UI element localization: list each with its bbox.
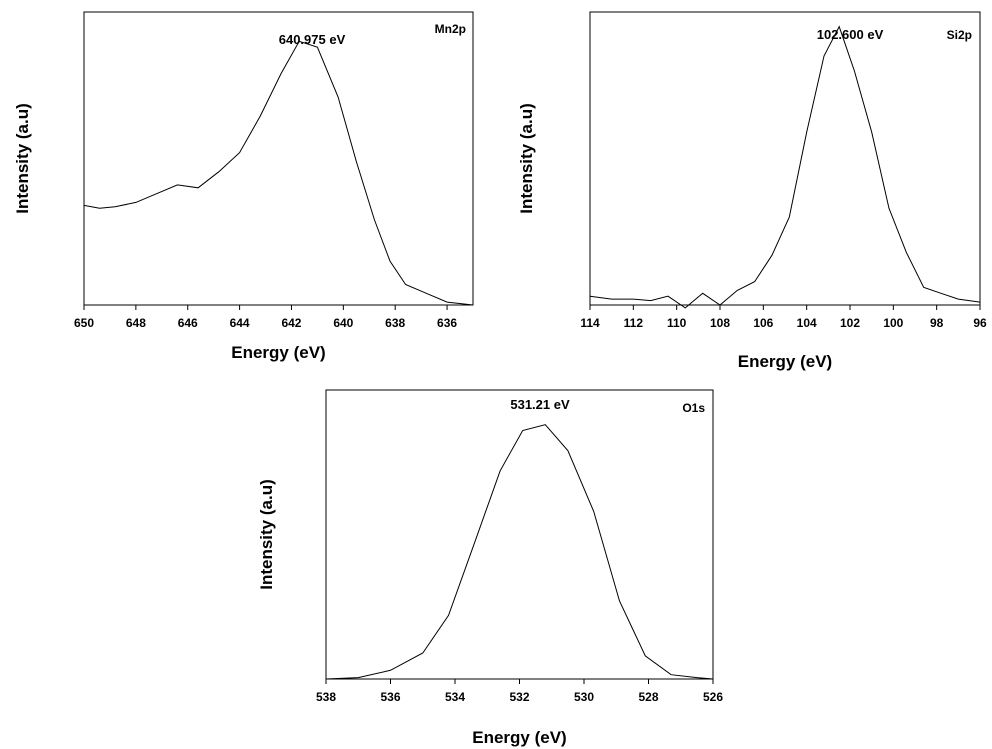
x-tick-label: 114 <box>580 316 600 330</box>
x-axis-title: Energy (eV) <box>472 728 566 747</box>
x-tick-label: 650 <box>74 316 94 330</box>
x-tick-label: 648 <box>126 316 146 330</box>
x-axis-title: Energy (eV) <box>738 352 832 371</box>
x-tick-label: 646 <box>178 316 198 330</box>
series-line-si2p <box>589 25 981 309</box>
x-tick-label: 534 <box>445 690 465 704</box>
plot-frame <box>589 11 981 306</box>
x-tick-label: 644 <box>230 316 250 330</box>
x-tick-label: 528 <box>638 690 658 704</box>
x-tick-label: 538 <box>316 690 336 704</box>
x-tick-label: 638 <box>385 316 405 330</box>
x-tick-label: 642 <box>281 316 301 330</box>
series-line-mn2p <box>83 40 474 306</box>
panel-tag: Si2p <box>947 28 972 42</box>
x-axis-title: Energy (eV) <box>231 343 325 362</box>
peak-annotation: 531.21 eV <box>510 397 570 412</box>
x-tick-label: 536 <box>380 690 400 704</box>
panel-tag: O1s <box>682 401 705 415</box>
x-tick-label: 100 <box>883 316 903 330</box>
peak-annotation: 640.975 eV <box>279 32 346 47</box>
peak-annotation: 102.600 eV <box>817 27 884 42</box>
series-line-o1s <box>325 424 714 680</box>
x-tick-label: 640 <box>333 316 353 330</box>
x-tick-label: 104 <box>797 316 817 330</box>
y-axis-title: Intensity (a.u) <box>13 103 32 214</box>
chart-panel-si2p: 114 112 110 108 106 104 102 100 98 96 Energy (eV) I… <box>517 11 987 371</box>
x-tick-label: 636 <box>437 316 457 330</box>
chart-panel-mn2p: 650 648 646 644 642 640 638 636 Energy (eV) Inten… <box>13 11 474 362</box>
x-tick-label: 112 <box>624 316 644 330</box>
chart-panel-o1s: 538 536 534 532 530 528 526 Energy (eV) Intensit… <box>257 389 723 747</box>
panel-tag: Mn2p <box>435 22 466 36</box>
x-tick-label: 98 <box>930 316 944 330</box>
x-tick-label: 526 <box>703 690 723 704</box>
x-tick-label: 102 <box>840 316 860 330</box>
x-tick-label: 108 <box>710 316 730 330</box>
x-tick-label: 96 <box>973 316 987 330</box>
x-tick-label: 106 <box>753 316 773 330</box>
plot-frame <box>83 11 474 306</box>
y-axis-title: Intensity (a.u) <box>517 103 536 214</box>
y-axis-title: Intensity (a.u) <box>257 479 276 590</box>
x-tick-label: 530 <box>574 690 594 704</box>
x-tick-label: 110 <box>667 316 687 330</box>
x-tick-label: 532 <box>509 690 529 704</box>
plot-frame <box>325 389 714 680</box>
